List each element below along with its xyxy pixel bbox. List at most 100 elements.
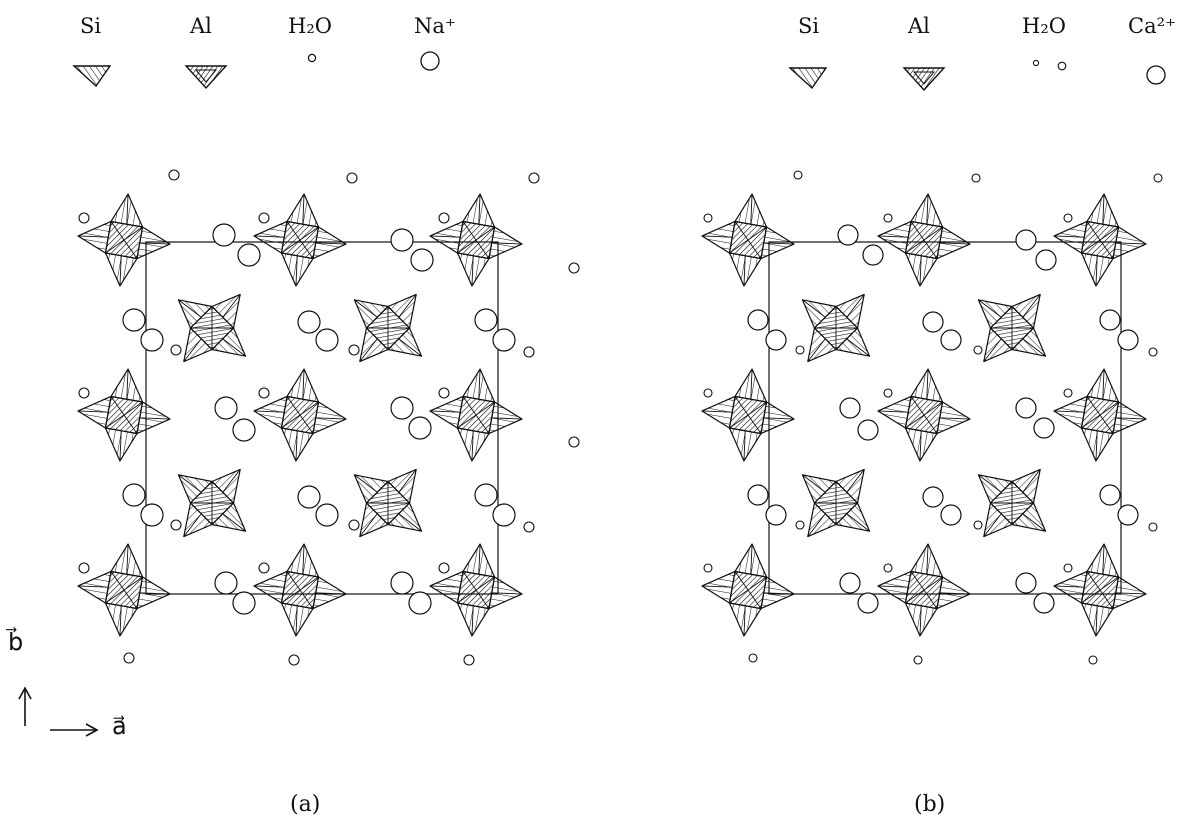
cation bbox=[212, 223, 236, 247]
cation bbox=[765, 329, 787, 351]
si-tetrahedron bbox=[104, 252, 138, 287]
si-tetrahedron bbox=[136, 576, 171, 610]
water-molecule bbox=[78, 212, 90, 224]
water-molecule bbox=[346, 172, 358, 184]
axis-arrows bbox=[18, 686, 99, 737]
cation bbox=[297, 310, 321, 334]
cation bbox=[474, 483, 498, 507]
si-tetrahedron bbox=[359, 327, 389, 363]
cation bbox=[492, 503, 516, 527]
cation bbox=[214, 396, 238, 420]
si-tetrahedron bbox=[353, 299, 389, 329]
si-tetrahedron bbox=[1086, 193, 1120, 228]
si-tetrahedron bbox=[110, 368, 144, 403]
si-tetrahedron bbox=[904, 252, 938, 287]
si-tetrahedron bbox=[280, 427, 314, 462]
si-tetrahedron bbox=[910, 543, 944, 578]
si-tetrahedron bbox=[312, 401, 347, 435]
water-molecule bbox=[795, 345, 805, 355]
si-tetrahedron bbox=[904, 602, 938, 637]
water-molecule bbox=[703, 388, 713, 398]
si-tetrahedron bbox=[734, 193, 768, 228]
cation bbox=[940, 504, 962, 526]
si-tetrahedron bbox=[1080, 427, 1114, 462]
al-tetrahedron-icon bbox=[184, 65, 228, 90]
si-tetrahedron bbox=[701, 220, 736, 254]
panel-b-label: (b) bbox=[914, 792, 946, 817]
water-molecule bbox=[258, 562, 270, 574]
legend-al-label: Al bbox=[190, 14, 212, 38]
water-molecule bbox=[438, 212, 450, 224]
framework-cluster bbox=[253, 543, 347, 637]
cation bbox=[837, 224, 859, 246]
legend-h2o-label: H₂O bbox=[1022, 14, 1066, 38]
cation bbox=[408, 591, 432, 615]
si-tetrahedron bbox=[877, 395, 912, 429]
cation bbox=[1117, 504, 1139, 526]
cation bbox=[315, 328, 339, 352]
si-tetrahedron bbox=[312, 226, 347, 260]
si-tetrahedron bbox=[701, 570, 736, 604]
framework-cluster bbox=[877, 193, 971, 287]
si-tetrahedron bbox=[110, 193, 144, 228]
legend-cation-label: Na⁺ bbox=[414, 14, 456, 38]
si-tetrahedron bbox=[877, 570, 912, 604]
si-tetrahedron bbox=[312, 576, 347, 610]
si-tetrahedron bbox=[462, 543, 496, 578]
si-tetrahedron bbox=[701, 395, 736, 429]
si-tetrahedron bbox=[253, 570, 288, 604]
water-molecule bbox=[170, 344, 182, 356]
water-molecule bbox=[528, 172, 540, 184]
si-tetrahedron bbox=[462, 193, 496, 228]
si-tetrahedron bbox=[488, 226, 523, 260]
cation bbox=[747, 309, 769, 331]
si-tetrahedron bbox=[136, 226, 171, 260]
si-tetrahedron bbox=[387, 327, 423, 357]
framework-clusters bbox=[77, 193, 1147, 637]
cation bbox=[747, 484, 769, 506]
cation bbox=[839, 397, 861, 419]
si-tetrahedron-icon bbox=[72, 65, 112, 88]
water-molecule bbox=[463, 654, 475, 666]
cation bbox=[214, 571, 238, 595]
si-tetrahedron bbox=[1086, 543, 1120, 578]
si-tetrahedron bbox=[1112, 401, 1147, 435]
cation bbox=[232, 591, 256, 615]
framework-cluster bbox=[701, 543, 795, 637]
water-molecule bbox=[703, 563, 713, 573]
cation bbox=[492, 328, 516, 352]
si-tetrahedron bbox=[760, 226, 795, 260]
water-molecule bbox=[123, 652, 135, 664]
cation bbox=[1015, 397, 1037, 419]
water-molecule bbox=[971, 173, 981, 183]
water-molecule bbox=[883, 213, 893, 223]
framework-cluster bbox=[177, 468, 247, 538]
si-tetrahedron bbox=[734, 543, 768, 578]
si-tetrahedron bbox=[136, 401, 171, 435]
cation bbox=[765, 504, 787, 526]
si-tetrahedron bbox=[488, 401, 523, 435]
water-molecule-icon bbox=[307, 53, 317, 63]
framework-cluster bbox=[1053, 193, 1147, 287]
si-tetrahedron bbox=[286, 543, 320, 578]
water-molecule bbox=[78, 387, 90, 399]
water-molecule bbox=[973, 345, 983, 355]
framework-cluster bbox=[877, 368, 971, 462]
water-molecule bbox=[1063, 563, 1073, 573]
cation bbox=[1117, 329, 1139, 351]
si-tetrahedron bbox=[456, 602, 490, 637]
framework-cluster bbox=[429, 193, 523, 287]
framework-cluster bbox=[877, 543, 971, 637]
cation bbox=[1035, 249, 1057, 271]
cation bbox=[857, 592, 879, 614]
framework-cluster bbox=[429, 543, 523, 637]
si-tetrahedron bbox=[177, 299, 213, 329]
water-molecule bbox=[568, 436, 580, 448]
si-tetrahedron bbox=[104, 427, 138, 462]
framework-cluster bbox=[77, 368, 171, 462]
si-tetrahedron bbox=[1080, 252, 1114, 287]
cation bbox=[1099, 309, 1121, 331]
si-tetrahedron bbox=[734, 368, 768, 403]
si-tetrahedron bbox=[286, 193, 320, 228]
